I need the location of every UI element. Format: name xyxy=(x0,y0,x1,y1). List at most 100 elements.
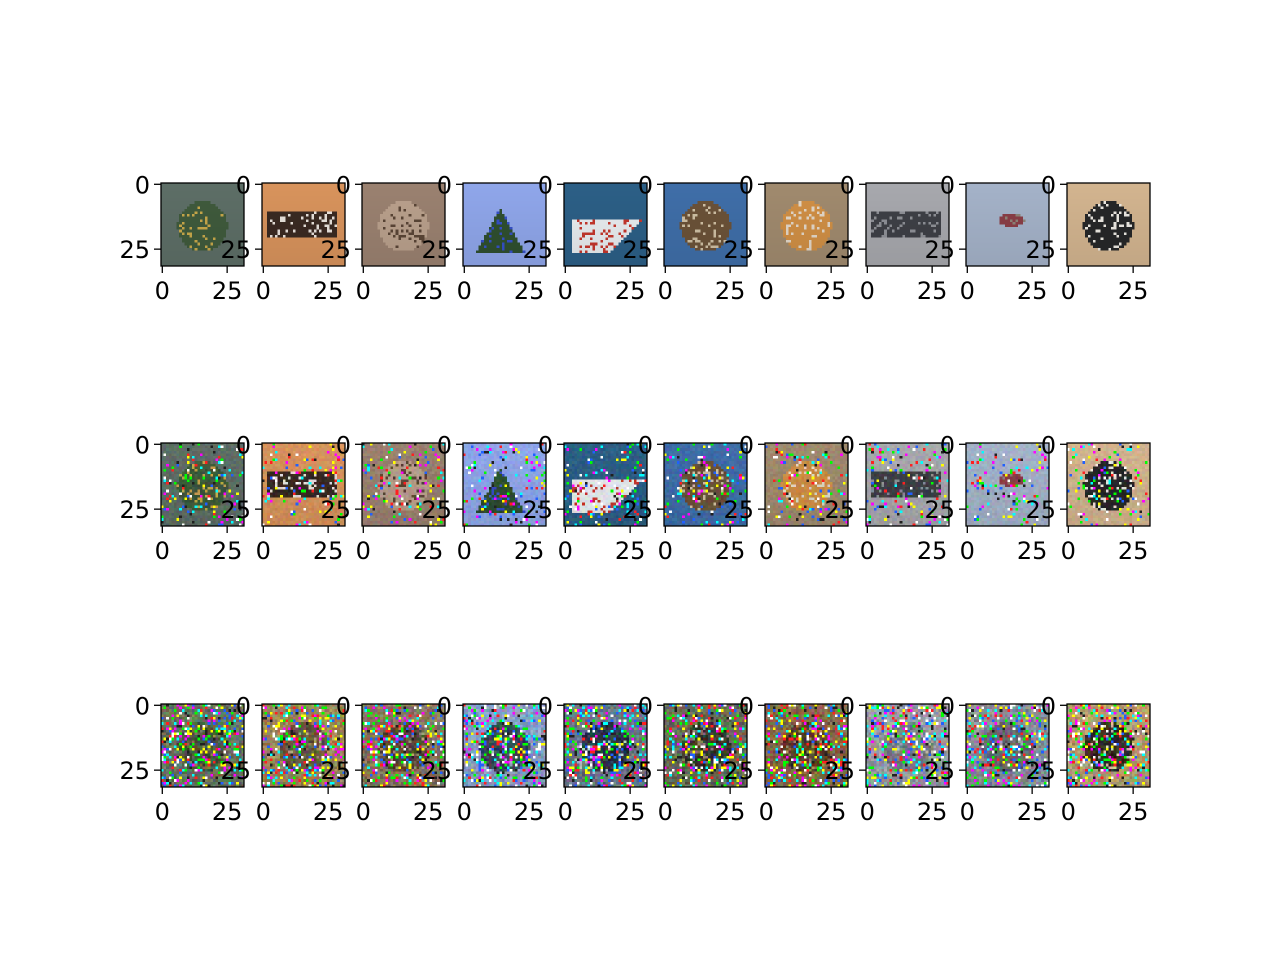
image-pixels xyxy=(966,443,1050,527)
x-tick-label: 25 xyxy=(514,277,545,305)
x-tick-label: 25 xyxy=(212,798,243,826)
y-tick-label: 0 xyxy=(437,171,452,199)
y-tick-label: 25 xyxy=(924,757,955,785)
axes-frame xyxy=(361,442,446,527)
y-tick-label: 0 xyxy=(437,431,452,459)
y-tick-label: 0 xyxy=(437,692,452,720)
x-tick-label: 25 xyxy=(313,537,344,565)
y-tick-label: 25 xyxy=(824,236,855,264)
y-tick-label: 25 xyxy=(220,757,251,785)
x-tick-label: 25 xyxy=(816,537,847,565)
y-tick-label: 0 xyxy=(940,431,955,459)
x-tick-label: 0 xyxy=(558,798,573,826)
y-tick-label: 0 xyxy=(940,171,955,199)
y-tick-label: 25 xyxy=(723,496,754,524)
x-tick-label: 0 xyxy=(457,537,472,565)
x-tick-label: 0 xyxy=(155,537,170,565)
image-pixels xyxy=(966,183,1050,267)
axes-frame xyxy=(965,703,1050,788)
x-tick-label: 25 xyxy=(313,798,344,826)
x-tick-label: 0 xyxy=(558,277,573,305)
y-tick-label: 25 xyxy=(220,236,251,264)
axes-frame xyxy=(865,703,950,788)
image-pixels xyxy=(463,443,547,527)
image-pixels xyxy=(664,183,748,267)
y-tick-label: 25 xyxy=(924,236,955,264)
image-pixels xyxy=(262,704,346,788)
y-tick-label: 0 xyxy=(538,692,553,720)
y-tick-label: 0 xyxy=(336,692,351,720)
x-tick-label: 0 xyxy=(1061,537,1076,565)
y-tick-label: 25 xyxy=(1025,236,1056,264)
y-tick-label: 25 xyxy=(522,757,553,785)
y-tick-label: 25 xyxy=(421,236,452,264)
x-tick-label: 0 xyxy=(860,537,875,565)
x-tick-label: 25 xyxy=(917,798,948,826)
y-tick-label: 25 xyxy=(522,496,553,524)
y-tick-label: 25 xyxy=(320,496,351,524)
x-tick-label: 25 xyxy=(917,537,948,565)
y-tick-label: 25 xyxy=(622,757,653,785)
y-tick-label: 0 xyxy=(236,431,251,459)
y-tick-label: 25 xyxy=(824,496,855,524)
image-pixels xyxy=(564,704,648,788)
axes-frame xyxy=(160,442,245,527)
x-tick-label: 0 xyxy=(457,798,472,826)
image-pixels xyxy=(262,183,346,267)
image-pixels xyxy=(765,183,849,267)
x-tick-label: 0 xyxy=(155,798,170,826)
image-pixels xyxy=(866,183,950,267)
y-tick-label: 25 xyxy=(119,757,150,785)
y-tick-label: 0 xyxy=(538,171,553,199)
axes-frame xyxy=(261,442,346,527)
x-tick-label: 0 xyxy=(658,277,673,305)
x-tick-label: 25 xyxy=(413,537,444,565)
axes-frame xyxy=(261,182,346,267)
y-tick-label: 0 xyxy=(638,692,653,720)
y-tick-label: 0 xyxy=(236,171,251,199)
axes-frame xyxy=(160,182,245,267)
x-tick-label: 25 xyxy=(212,537,243,565)
x-tick-label: 25 xyxy=(212,277,243,305)
y-tick-label: 25 xyxy=(723,236,754,264)
y-tick-label: 0 xyxy=(135,431,150,459)
axes-frame xyxy=(563,182,648,267)
image-pixels xyxy=(161,704,245,788)
x-tick-label: 0 xyxy=(155,277,170,305)
x-tick-label: 0 xyxy=(759,277,774,305)
x-tick-label: 25 xyxy=(514,798,545,826)
image-pixels xyxy=(1067,704,1151,788)
axes-frame xyxy=(261,703,346,788)
image-pixels xyxy=(161,183,245,267)
x-tick-label: 25 xyxy=(715,537,746,565)
image-pixels xyxy=(463,183,547,267)
x-tick-label: 0 xyxy=(658,537,673,565)
axes-frame xyxy=(462,703,547,788)
axes-frame xyxy=(764,442,849,527)
axes-frame xyxy=(663,442,748,527)
y-tick-label: 25 xyxy=(622,236,653,264)
x-tick-label: 0 xyxy=(256,798,271,826)
x-tick-label: 25 xyxy=(413,798,444,826)
x-tick-label: 25 xyxy=(413,277,444,305)
y-tick-label: 0 xyxy=(538,431,553,459)
image-pixels xyxy=(362,704,446,788)
